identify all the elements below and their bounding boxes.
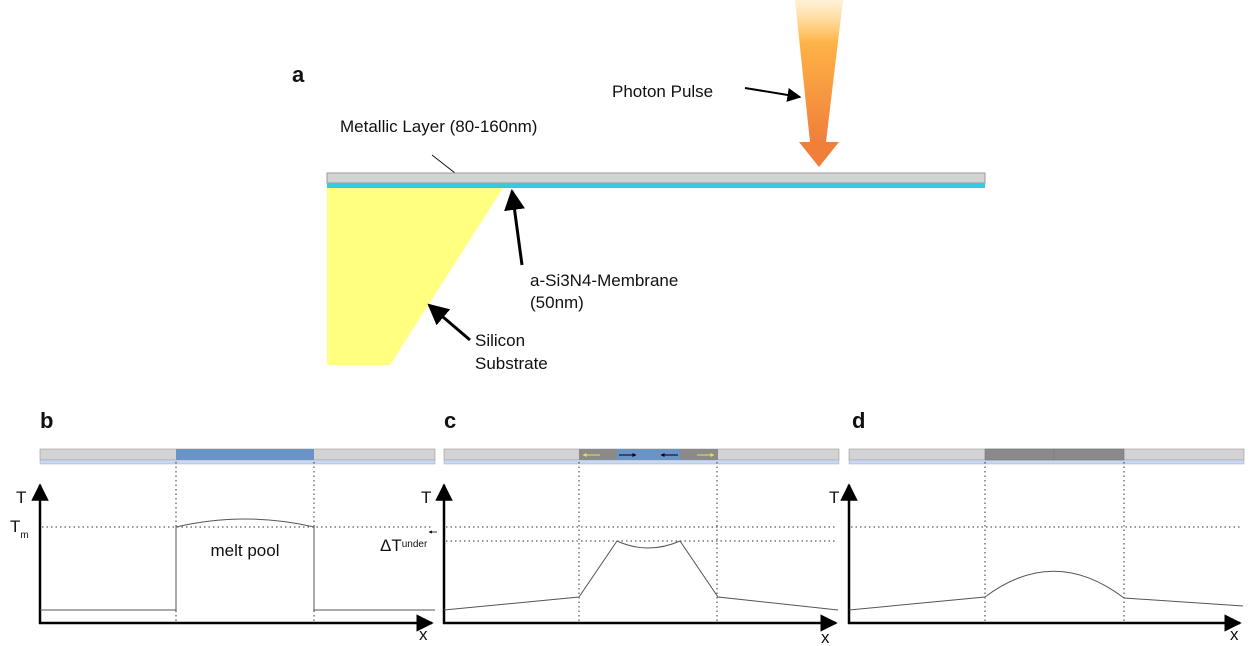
undercooling-label: ΔTunder [380,536,428,555]
panel-c: c T ΔTunder x [380,408,839,646]
arrow [429,305,470,340]
region-label: melt pool [211,541,280,560]
metallic-layer-label: Metallic Layer (80-160nm) [340,117,537,136]
panel-d: d T x [829,408,1244,644]
substrate-label: Substrate [475,354,548,373]
y-axis-label: T [16,488,26,507]
substrate-label: Silicon [475,331,525,350]
panel-label: d [852,408,865,433]
membrane [327,183,985,188]
x-axis-label: x [821,628,830,646]
melt-temp-label: Tm [10,517,29,541]
subscript: m [20,530,28,541]
symbol: T [10,517,20,536]
symbol: ΔT [380,536,402,555]
panel-label: b [40,408,53,433]
subscript: under [402,539,428,550]
metallic-layer [327,173,985,183]
arrow [745,88,800,97]
membrane [444,460,839,464]
pointer [432,155,455,173]
y-axis-label: T [421,488,431,507]
membrane-label: a-Si3N4-Membrane [530,271,678,290]
photon-arrowhead [799,142,839,167]
photon-beam [795,0,843,142]
panel-label: a [292,62,305,87]
temperature-curve [849,571,1243,610]
y-axis-label: T [829,488,839,507]
melt-region [176,449,314,460]
membrane-label: (50nm) [530,293,584,312]
resolidified-region [985,449,1124,460]
panel-b: b T Tm melt pool x [10,408,435,644]
temperature-curve [40,519,435,610]
temperature-curve [444,541,838,610]
figure: a Photon Pulse Metallic Layer (80-160nm)… [0,0,1254,646]
arrow [512,191,522,265]
panel-label: c [444,408,456,433]
photon-pulse-label: Photon Pulse [612,82,713,101]
membrane [40,460,435,464]
panel-a: a Photon Pulse Metallic Layer (80-160nm)… [292,0,985,373]
x-axis-label: x [419,625,428,644]
x-axis-label: x [1230,625,1239,644]
membrane [849,460,1244,464]
